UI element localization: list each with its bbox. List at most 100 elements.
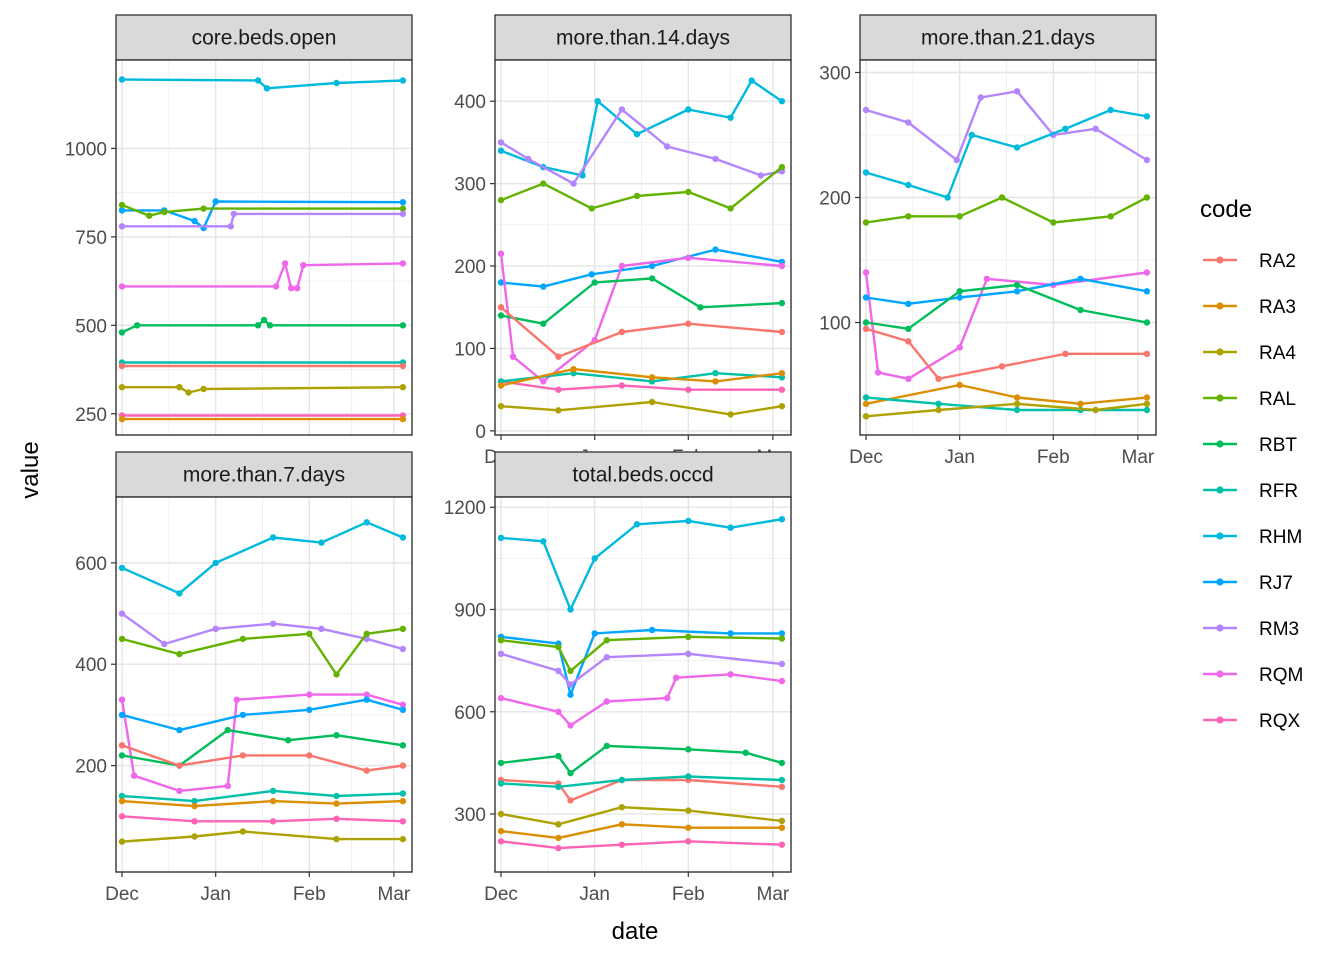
legend-key-point: [1216, 578, 1224, 586]
data-point-ra3: [118, 415, 126, 423]
data-point-rqx: [269, 818, 277, 825]
data-point-ra3: [1013, 394, 1021, 401]
data-point-rbt: [285, 737, 292, 744]
data-point-rfr: [191, 797, 198, 805]
data-point-rhm: [591, 555, 598, 562]
data-point-ra2: [555, 353, 562, 360]
data-point-ral: [333, 671, 340, 678]
data-point-rhm: [968, 131, 975, 139]
panel-border: [494, 59, 792, 436]
data-point-rm3: [1092, 125, 1099, 132]
panel-background: [495, 60, 791, 435]
data-point-rhm: [633, 521, 641, 528]
legend-item-rj7: RJ7: [1203, 573, 1293, 594]
data-point-rbt: [697, 304, 704, 311]
data-point-rj7: [239, 711, 247, 719]
legend-item-ra2: RA2: [1203, 251, 1296, 272]
data-point-ra3: [712, 378, 719, 385]
data-point-rhm: [778, 98, 786, 105]
x-axis-title: date: [612, 918, 659, 945]
data-point-rhm: [497, 534, 505, 542]
data-point-rhm: [263, 85, 271, 92]
data-point-rhm: [1107, 106, 1114, 114]
legend-key-point: [1216, 486, 1224, 494]
y-tick-label: 100: [454, 339, 486, 360]
data-point-rqm: [399, 260, 407, 267]
legend-key-point: [1216, 670, 1224, 678]
data-point-rqm: [118, 696, 126, 703]
data-point-rbt: [1143, 319, 1151, 326]
data-point-ra4: [200, 385, 207, 393]
data-point-rhm: [318, 539, 325, 546]
facet-panel: more.than.7.days 200 400 600 Dec Jan Feb Mar: [75, 451, 413, 905]
data-point-ra4: [191, 833, 198, 840]
data-point-ral: [905, 213, 912, 220]
legend-label: RBT: [1259, 435, 1297, 456]
panel-background: [116, 60, 412, 435]
data-point-rqm: [300, 262, 307, 269]
data-point-rqm: [399, 701, 407, 708]
data-point-rfr: [685, 773, 692, 780]
data-point-rj7: [497, 279, 505, 286]
data-point-ra2: [118, 742, 126, 749]
data-point-ral: [567, 667, 574, 675]
data-point-ra4: [118, 384, 126, 391]
data-point-ral: [399, 205, 407, 212]
data-point-rfr: [399, 790, 407, 797]
x-tick-label: Dec: [105, 884, 139, 905]
y-tick-label: 900: [454, 601, 486, 622]
legend-label: RA4: [1259, 343, 1296, 364]
legend-label: RM3: [1259, 619, 1299, 640]
data-point-ra2: [399, 762, 407, 769]
data-point-rbt: [905, 325, 912, 332]
data-point-ral: [603, 637, 610, 644]
data-point-ral: [306, 630, 313, 637]
x-tick-label: Feb: [293, 884, 326, 905]
data-point-ra2: [998, 363, 1006, 370]
y-tick-label: 600: [454, 703, 486, 724]
legend-item-rfr: RFR: [1203, 481, 1298, 502]
data-point-rbt: [1013, 281, 1021, 289]
legend-key-point: [1216, 624, 1224, 632]
data-point-ra3: [118, 797, 126, 805]
data-point-ra4: [555, 821, 562, 828]
data-point-ral: [555, 643, 562, 651]
y-tick-label: 300: [454, 805, 486, 826]
data-point-ral: [685, 633, 692, 640]
data-point-rm3: [570, 180, 577, 187]
series-line-rm3: [122, 212, 403, 228]
x-tick-label: Mar: [757, 884, 790, 905]
data-point-rqx: [333, 815, 340, 822]
data-point-rfr: [333, 792, 340, 800]
y-tick-label: 200: [75, 757, 107, 778]
data-point-ra4: [555, 407, 562, 414]
data-point-rqx: [685, 838, 692, 845]
data-point-rqx: [778, 841, 786, 848]
data-point-ral: [633, 192, 641, 200]
x-tick-label: Feb: [672, 884, 705, 905]
data-point-rm3: [603, 654, 610, 661]
data-point-rj7: [399, 706, 407, 713]
data-point-rj7: [191, 217, 198, 225]
y-tick-label: 1000: [65, 139, 107, 160]
data-point-rhm: [399, 534, 407, 541]
data-point-rqx: [685, 386, 692, 393]
data-point-ra2: [862, 325, 870, 332]
x-tick-label: Jan: [944, 447, 975, 468]
legend-label: RA3: [1259, 297, 1296, 318]
data-point-rbt: [742, 749, 749, 756]
facet-panel: more.than.14.days0100200300400DecJanFebM…: [454, 14, 792, 468]
data-point-ra2: [176, 762, 183, 769]
data-point-rbt: [266, 322, 274, 329]
panel-background: [495, 497, 791, 872]
data-point-rj7: [778, 630, 786, 637]
data-point-rqx: [497, 838, 505, 845]
data-point-ra2: [1143, 350, 1151, 357]
data-point-rbt: [555, 752, 562, 760]
data-point-rhm: [399, 77, 407, 84]
data-point-ra4: [685, 807, 692, 814]
data-point-rbt: [133, 322, 141, 329]
series-line-rbt: [865, 283, 1148, 330]
data-point-rbt: [591, 279, 598, 286]
x-tick-label: Mar: [1122, 447, 1155, 468]
